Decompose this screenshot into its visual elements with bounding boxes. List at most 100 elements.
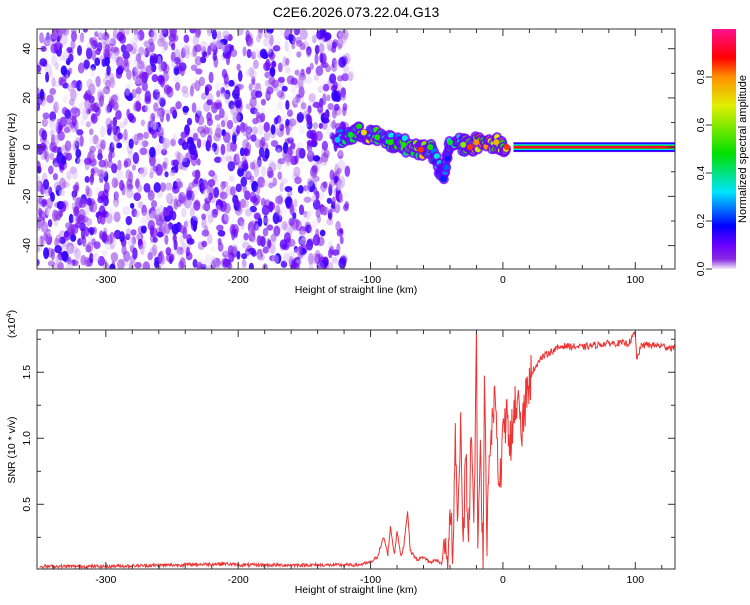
noise-blob bbox=[100, 126, 106, 138]
noise-blob bbox=[213, 177, 220, 189]
noise-blob bbox=[285, 65, 291, 74]
noise-blob bbox=[117, 258, 125, 269]
noise-blob bbox=[158, 250, 164, 263]
x-tick-label: -100 bbox=[360, 274, 381, 286]
noise-blob bbox=[59, 201, 67, 213]
colorbar-tick-label: 0.0 bbox=[695, 262, 707, 277]
noise-blob bbox=[176, 153, 185, 164]
noise-blob bbox=[66, 242, 75, 255]
ridge-blob bbox=[443, 164, 450, 171]
noise-blob bbox=[243, 232, 249, 241]
noise-blob bbox=[154, 214, 163, 222]
noise-blob bbox=[227, 262, 233, 269]
noise-blob bbox=[286, 109, 293, 117]
noise-blob bbox=[57, 209, 63, 217]
noise-blob bbox=[266, 29, 274, 34]
noise-blob bbox=[287, 47, 292, 58]
noise-blob bbox=[47, 70, 54, 77]
noise-blob bbox=[319, 260, 328, 268]
noise-blob bbox=[249, 191, 257, 202]
noise-blob bbox=[337, 43, 342, 50]
noise-blob bbox=[233, 86, 241, 95]
noise-blob bbox=[223, 211, 231, 223]
noise-blob bbox=[192, 34, 200, 46]
noise-blob bbox=[162, 161, 167, 169]
noise-blob bbox=[224, 93, 231, 105]
noise-blob bbox=[141, 204, 147, 217]
noise-blob bbox=[122, 205, 130, 216]
noise-blob bbox=[249, 69, 257, 80]
noise-blob bbox=[131, 208, 138, 217]
noise-blob bbox=[41, 129, 48, 141]
noise-blob bbox=[315, 208, 321, 218]
noise-blob bbox=[206, 99, 213, 106]
noise-blob bbox=[116, 31, 125, 42]
noise-blob bbox=[125, 188, 134, 199]
noise-blob bbox=[151, 209, 157, 218]
noise-blob bbox=[131, 88, 137, 99]
noise-blob bbox=[60, 250, 69, 262]
noise-blob bbox=[252, 59, 259, 70]
noise-blob bbox=[138, 46, 145, 56]
noise-blob bbox=[293, 29, 301, 36]
noise-blob bbox=[191, 64, 197, 71]
noise-blob bbox=[293, 97, 302, 106]
noise-blob bbox=[251, 51, 257, 60]
ridge-peak bbox=[387, 139, 394, 146]
noise-blob bbox=[275, 147, 282, 160]
noise-blob bbox=[239, 198, 247, 209]
noise-blob bbox=[343, 64, 350, 74]
noise-blob bbox=[66, 122, 72, 133]
noise-blob bbox=[112, 53, 118, 61]
noise-blob bbox=[273, 225, 281, 237]
noise-blob bbox=[131, 164, 137, 171]
noise-blob bbox=[266, 238, 272, 250]
noise-blob bbox=[336, 243, 341, 253]
noise-blob bbox=[233, 236, 240, 248]
noise-blob bbox=[259, 106, 265, 115]
noise-blob bbox=[301, 231, 309, 241]
noise-blob bbox=[262, 181, 269, 188]
noise-blob bbox=[260, 171, 269, 178]
noise-blob bbox=[326, 218, 334, 226]
noise-blob bbox=[135, 63, 144, 75]
noise-blob bbox=[187, 136, 194, 144]
noise-blob bbox=[337, 150, 344, 160]
noise-blob bbox=[240, 237, 246, 249]
noise-blob bbox=[190, 64, 198, 72]
noise-blob bbox=[334, 162, 340, 170]
noise-blob bbox=[169, 106, 177, 115]
noise-blob bbox=[40, 221, 49, 233]
noise-blob bbox=[339, 176, 346, 188]
noise-blob bbox=[314, 44, 320, 55]
noise-blob bbox=[64, 163, 69, 171]
noise-blob bbox=[133, 29, 139, 36]
y-tick-label: 0.5 bbox=[21, 497, 33, 512]
noise-blob bbox=[189, 85, 194, 97]
noise-blob bbox=[109, 208, 114, 217]
noise-blob bbox=[209, 42, 216, 52]
noise-blob bbox=[84, 226, 90, 237]
noise-blob bbox=[147, 219, 155, 231]
noise-blob bbox=[269, 34, 274, 47]
noise-blob bbox=[49, 111, 57, 122]
noise-blob bbox=[115, 70, 123, 79]
noise-blob bbox=[285, 147, 293, 159]
noise-blob bbox=[258, 146, 265, 158]
noise-blob bbox=[133, 54, 142, 66]
noise-blob bbox=[170, 51, 176, 63]
noise-blob bbox=[43, 178, 50, 190]
noise-blob bbox=[78, 101, 87, 111]
noise-blob bbox=[152, 236, 158, 243]
noise-blob bbox=[305, 66, 312, 75]
noise-blob bbox=[110, 252, 119, 263]
noise-blob bbox=[343, 191, 350, 198]
noise-blob bbox=[79, 32, 85, 43]
noise-blob bbox=[169, 169, 176, 177]
noise-blob bbox=[126, 108, 131, 119]
noise-blob bbox=[322, 206, 327, 216]
noise-blob bbox=[221, 213, 229, 225]
noise-blob bbox=[328, 237, 333, 248]
noise-blob bbox=[340, 87, 346, 98]
noise-blob bbox=[193, 185, 200, 194]
